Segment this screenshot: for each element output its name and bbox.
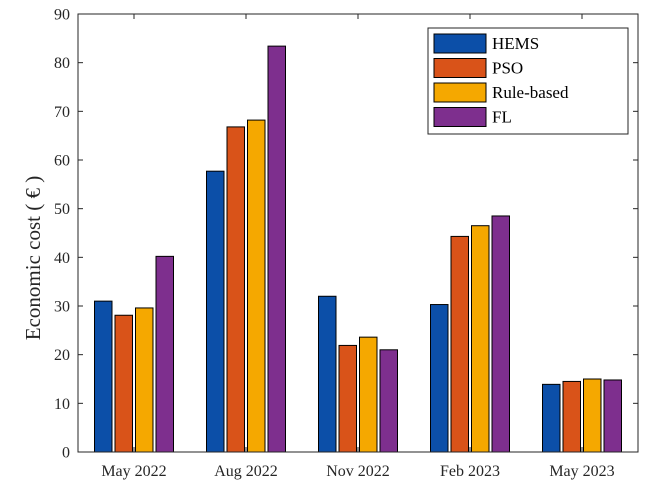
bar-hems-may-2023 [542, 383, 561, 453]
bar-pso-may-2022 [114, 314, 133, 453]
bar-hems-aug-2022 [206, 170, 225, 453]
bar-fl-may-2022 [155, 255, 174, 453]
y-tick-label: 20 [54, 347, 70, 364]
bar-hems-nov-2022 [318, 295, 337, 453]
bar-pso-nov-2022 [338, 344, 357, 453]
ticks-layer: May 2022 Aug 2022 Nov 2022 Feb 2023 May 2023… [54, 7, 638, 480]
bar-fl-feb-2023 [491, 215, 510, 453]
y-axis-title: Economic cost ( € ) [21, 176, 45, 340]
bar-rule-based-nov-2022 [359, 336, 378, 453]
bar-pso-aug-2022 [226, 126, 245, 453]
legend-label-hems: HEMS [492, 34, 539, 53]
legend-label-pso: PSO [492, 59, 523, 78]
bar-hems-may-2022 [94, 300, 113, 453]
legend-swatch-fl [433, 107, 487, 127]
bars-layer [94, 45, 622, 453]
bar-rule-based-aug-2022 [247, 119, 266, 453]
bar-pso-may-2023 [562, 380, 581, 453]
bar-rule-based-may-2022 [135, 307, 154, 453]
legend-swatch-hems [433, 33, 487, 54]
y-tick-label: 80 [54, 55, 70, 72]
y-tick-label: 90 [54, 7, 70, 24]
bar-pso-feb-2023 [450, 235, 469, 453]
x-tick-label: Feb 2023 [440, 463, 500, 480]
bar-fl-aug-2022 [267, 45, 286, 453]
bar-rule-based-may-2023 [583, 378, 602, 453]
bar-hems-feb-2023 [430, 304, 449, 453]
bar-rule-based-feb-2023 [471, 225, 490, 453]
y-tick-label: 10 [54, 396, 70, 413]
bar-fl-nov-2022 [379, 349, 398, 453]
y-tick-label: 0 [62, 445, 70, 462]
legend: HEMS PSO Rule-based FL [427, 27, 629, 135]
legend-label-fl: FL [492, 108, 512, 127]
x-tick-label: Aug 2022 [214, 463, 278, 480]
legend-swatch-rule-based [433, 82, 487, 103]
legend-label-rule-based: Rule-based [492, 83, 569, 102]
x-tick-label: Nov 2022 [326, 463, 390, 480]
x-tick-label: May 2022 [101, 463, 166, 480]
y-tick-label: 40 [54, 250, 70, 267]
y-tick-label: 30 [54, 299, 70, 316]
y-tick-label: 60 [54, 153, 70, 170]
y-tick-label: 50 [54, 201, 70, 218]
y-tick-label: 70 [54, 104, 70, 121]
x-tick-label: May 2023 [549, 463, 614, 480]
bar-fl-may-2023 [603, 379, 622, 453]
legend-swatch-pso [433, 58, 487, 78]
